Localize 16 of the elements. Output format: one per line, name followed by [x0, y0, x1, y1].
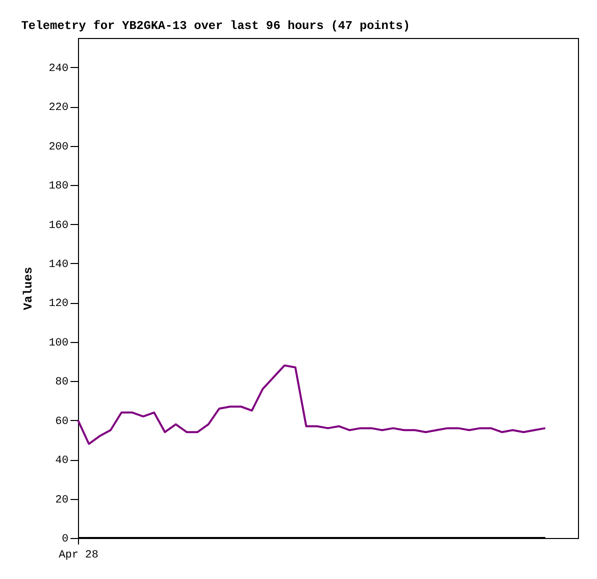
y-tick-label: 100 — [48, 337, 68, 350]
y-tick-label: 80 — [55, 376, 68, 389]
y-tick-label: 120 — [48, 298, 68, 310]
y-tick-label: 0 — [62, 534, 68, 546]
x-tick-label: Apr 28 — [58, 550, 98, 562]
y-tick-label: 200 — [48, 141, 68, 154]
y-tick-label: 240 — [48, 62, 68, 75]
y-axis-title: Values — [22, 266, 36, 310]
y-tick-label: 160 — [48, 220, 68, 232]
y-tick-label: 180 — [48, 180, 68, 193]
y-tick-label: 20 — [55, 494, 68, 506]
y-tick-label: 60 — [55, 416, 68, 428]
chart-title: Telemetry for YB2GKA-13 over last 96 hours (47 points) — [21, 19, 410, 33]
y-tick-label: 220 — [48, 102, 68, 114]
y-tick-label: 140 — [48, 258, 68, 271]
y-tick-label: 40 — [55, 455, 68, 468]
